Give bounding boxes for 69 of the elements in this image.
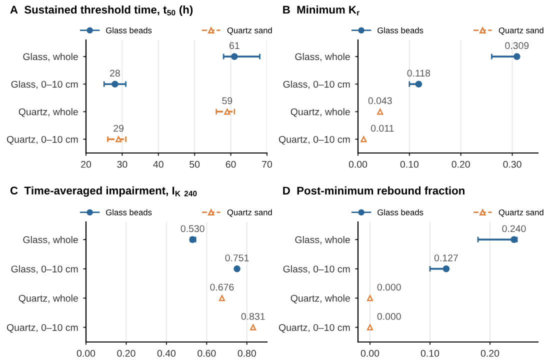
y-tick-label: Glass, whole — [23, 53, 78, 62]
x-tick-label: 40 — [153, 160, 164, 168]
y-tick-label: Glass, 0–10 cm — [283, 80, 350, 89]
y-tick-label: Quartz, whole — [18, 294, 78, 304]
chart-title: A Sustained threshold time, t$_{50}$ (h) — [10, 5, 193, 16]
legend-label: Quartz sand — [227, 27, 272, 35]
y-tick-label: Glass, 0–10 cm — [11, 80, 78, 89]
data-label: 0.118 — [407, 70, 430, 77]
legend-label: Quartz sand — [498, 27, 544, 35]
point — [415, 80, 422, 88]
data-label: 0.043 — [368, 97, 392, 104]
data-label: 61 — [230, 42, 240, 50]
data-label: 0.309 — [505, 42, 529, 50]
x-tick-label: 60 — [226, 160, 236, 168]
data-label: 59 — [222, 97, 232, 104]
data-label: 0.676 — [210, 284, 234, 291]
y-tick-label: Glass, whole — [295, 53, 350, 62]
data-label: 0.831 — [241, 313, 265, 320]
chart-title: C Time-averaged impairment, I$_{K 240}$ — [10, 186, 197, 197]
point — [231, 53, 238, 60]
data-label: 0.011 — [370, 124, 394, 132]
x-tick-label: 0.00 — [360, 350, 380, 357]
legend-label: Glass beads — [378, 209, 424, 216]
x-tick-label: 0.60 — [198, 350, 216, 357]
y-tick-label: Quartz, 0–10 cm — [6, 136, 78, 145]
data-label: 0.127 — [434, 254, 458, 262]
data-label: 0.000 — [377, 313, 401, 320]
point — [234, 265, 240, 272]
data-label: 29 — [114, 124, 124, 132]
x-tick-label: 50 — [190, 160, 200, 168]
x-tick-label: 0.30 — [503, 160, 522, 168]
point — [514, 53, 520, 60]
x-tick-label: 0.00 — [348, 160, 368, 168]
y-tick-label: Glass, 0–10 cm — [11, 265, 78, 274]
x-tick-label: 0.10 — [420, 350, 440, 357]
y-tick-label: Quartz, 0–10 cm — [278, 136, 350, 145]
chart-title: D Post-minimum rebound fraction — [283, 186, 464, 195]
x-tick-label: 0.00 — [76, 350, 96, 357]
legend-label: Glass beads — [378, 27, 424, 34]
data-label: 0.751 — [225, 254, 249, 262]
x-tick-label: 20 — [81, 160, 92, 168]
y-tick-label: Quartz, 0–10 cm — [278, 324, 350, 333]
x-tick-label: 70 — [262, 160, 272, 168]
x-tick-label: 0.20 — [452, 160, 470, 168]
chart-title: B Minimum K$_{r}$ — [283, 5, 360, 16]
legend-label: Glass beads — [106, 209, 152, 216]
data-label: 28 — [110, 70, 120, 77]
legend-label: Quartz sand — [227, 209, 272, 217]
y-tick-label: Quartz, whole — [290, 294, 350, 304]
data-label: 0.530 — [180, 225, 204, 232]
y-tick-label: Quartz, whole — [290, 108, 350, 118]
y-tick-label: Glass, whole — [295, 236, 350, 244]
x-tick-label: 0.80 — [238, 350, 256, 357]
x-tick-label: 0.40 — [157, 350, 176, 357]
point — [112, 80, 118, 88]
y-tick-label: Glass, whole — [23, 236, 78, 244]
data-label: 0.240 — [502, 225, 526, 232]
x-tick-label: 0.20 — [117, 350, 136, 357]
x-tick-label: 30 — [117, 160, 128, 168]
x-tick-label: 0.20 — [480, 350, 500, 357]
x-tick-label: 0.10 — [400, 160, 419, 168]
data-label: 0.000 — [377, 284, 401, 291]
point — [218, 295, 226, 302]
y-tick-label: Quartz, whole — [18, 108, 78, 118]
legend-label: Quartz sand — [498, 209, 544, 217]
legend-label: Glass beads — [106, 27, 152, 34]
y-tick-label: Quartz, 0–10 cm — [6, 324, 78, 333]
y-tick-label: Glass, 0–10 cm — [283, 265, 350, 274]
point — [250, 324, 256, 330]
